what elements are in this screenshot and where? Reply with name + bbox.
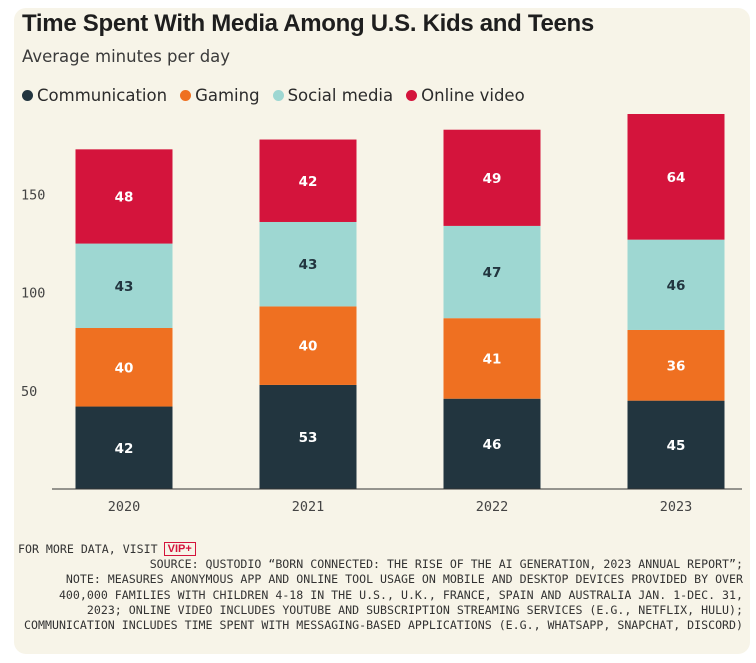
legend-swatch-online-video: [406, 90, 418, 101]
data-label-communication-2022: 46: [483, 437, 502, 453]
data-label-online-video-2021: 42: [299, 174, 318, 190]
x-tick-label-2021: 2021: [292, 499, 325, 515]
data-label-online-video-2022: 49: [483, 171, 502, 187]
bar-gaming-2022: [443, 318, 541, 399]
bar-communication-2022: [443, 398, 541, 489]
bar-gaming-2020: [75, 328, 173, 407]
legend-swatch-gaming: [180, 90, 192, 101]
legend-item-communication: Communication: [22, 86, 167, 105]
data-label-communication-2020: 42: [115, 441, 134, 457]
bar-online-video-2021: [259, 139, 357, 222]
x-tick-label-2020: 2020: [108, 499, 141, 515]
legend: Communication Gaming Social media Online…: [22, 86, 525, 105]
bar-social-media-2020: [75, 243, 173, 329]
legend-swatch-social-media: [272, 90, 284, 101]
bar-online-video-2020: [75, 149, 173, 244]
data-label-communication-2023: 45: [667, 438, 686, 454]
bar-communication-2020: [75, 406, 173, 489]
stacked-bar-chart: 50 100 150 42 40 43 48 2020 53 40 43 42 2021 46 41 47 49…: [21, 114, 742, 515]
legend-label-communication: Communication: [37, 86, 168, 105]
note-text: NOTE: MEASURES ANONYMOUS APP AND ONLINE …: [24, 572, 743, 633]
legend-label-social-media: Social media: [287, 86, 394, 105]
bar-social-media-2022: [443, 225, 541, 319]
data-label-communication-2021: 53: [299, 430, 318, 446]
more-data-line: FOR MORE DATA, VISIT VIP+: [18, 542, 743, 557]
legend-item-online-video: Online video: [406, 86, 525, 105]
data-label-online-video-2020: 48: [115, 189, 134, 205]
vip-plus-link[interactable]: VIP+: [163, 542, 196, 556]
source-text: SOURCE: QUSTODIO “BORN CONNECTED: THE RI…: [149, 557, 743, 572]
x-tick-label-2023: 2023: [660, 499, 693, 515]
bar-communication-2021: [259, 384, 357, 489]
bar-communication-2023: [627, 400, 725, 489]
legend-item-gaming: Gaming: [180, 86, 260, 105]
bar-gaming-2021: [259, 306, 357, 385]
legend-item-social-media: Social media: [272, 86, 394, 105]
more-data-text: FOR MORE DATA, VISIT: [18, 542, 158, 556]
bar-social-media-2023: [627, 239, 725, 330]
legend-label-gaming: Gaming: [195, 86, 260, 105]
bar-gaming-2023: [627, 329, 725, 401]
y-tick-label-50: 50: [21, 384, 37, 400]
legend-swatch-communication: [22, 90, 33, 101]
data-label-online-video-2023: 64: [667, 170, 686, 186]
data-label-social-media-2020: 43: [115, 279, 134, 295]
chart-title: Time Spent With Media Among U.S. Kids an…: [22, 10, 594, 37]
data-label-gaming-2021: 40: [299, 339, 318, 355]
data-label-social-media-2022: 47: [483, 265, 502, 281]
bar-online-video-2023: [627, 114, 725, 240]
data-label-gaming-2023: 36: [667, 358, 686, 374]
x-tick-label-2022: 2022: [476, 499, 509, 515]
bar-online-video-2022: [443, 129, 541, 226]
data-label-gaming-2022: 41: [483, 351, 502, 367]
footer-notes: FOR MORE DATA, VISIT VIP+ SOURCE: QUSTODI…: [18, 542, 743, 633]
y-tick-label-100: 100: [21, 286, 45, 302]
data-label-social-media-2021: 43: [299, 257, 318, 273]
data-label-gaming-2020: 40: [115, 360, 134, 376]
bar-social-media-2021: [259, 221, 357, 307]
data-label-social-media-2023: 46: [667, 278, 686, 294]
y-tick-label-150: 150: [21, 187, 45, 203]
legend-label-online-video: Online video: [421, 86, 525, 105]
chart-subtitle: Average minutes per day: [22, 47, 231, 66]
